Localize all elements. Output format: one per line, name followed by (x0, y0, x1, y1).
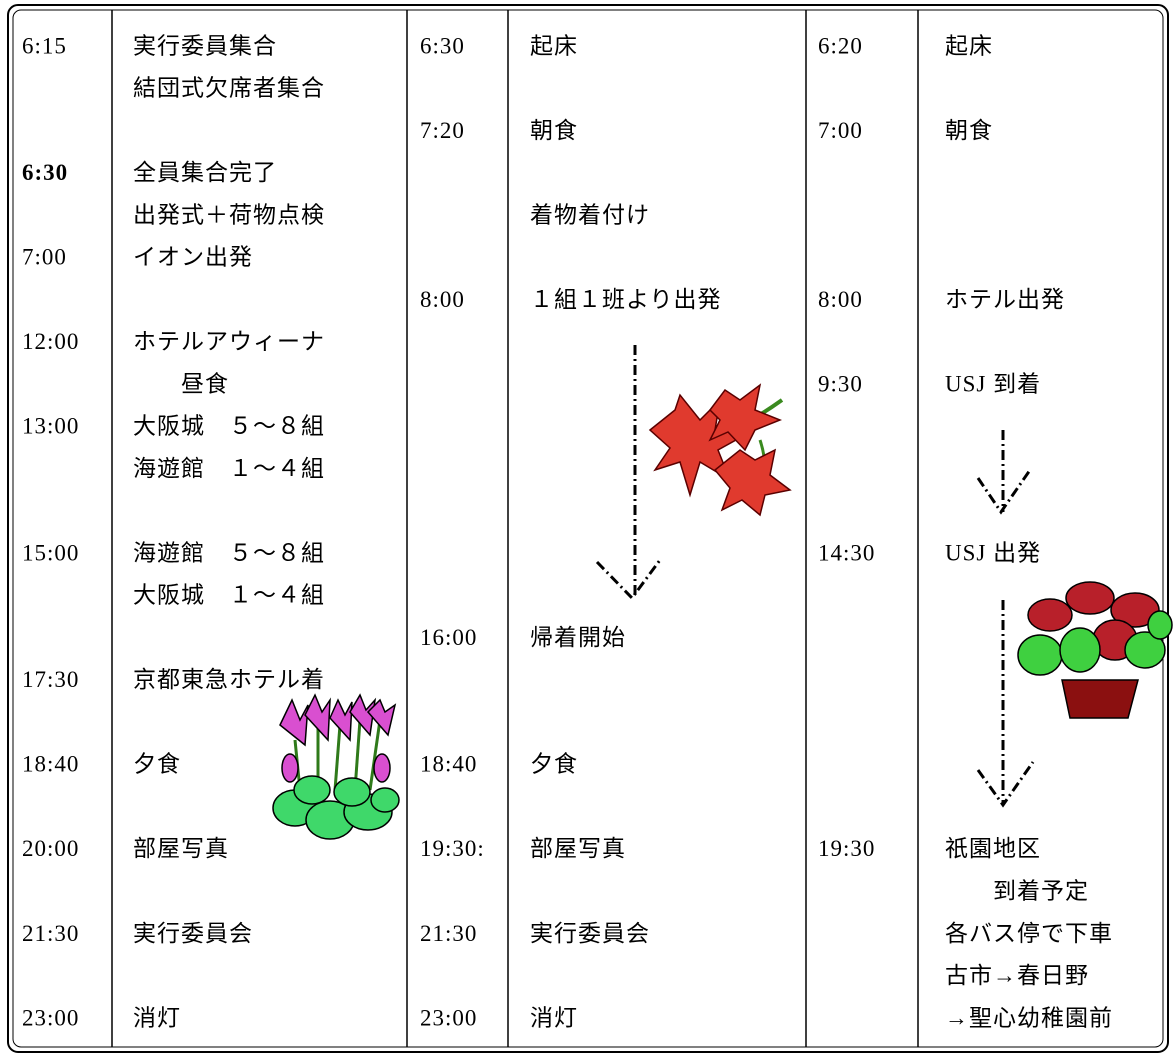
time: 17:30 (22, 667, 79, 692)
time: 23:00 (22, 1005, 79, 1030)
event: 消灯 (530, 1005, 578, 1030)
time: 18:40 (22, 752, 79, 777)
event: 起床 (530, 33, 578, 58)
time: 13:00 (22, 414, 79, 439)
event: 大阪城 １～４組 (133, 583, 325, 608)
table-border (7, 4, 1169, 1053)
time: 16:00 (420, 625, 477, 650)
event: 夕食 (530, 752, 578, 777)
event: １組１班より出発 (530, 287, 722, 312)
event: 実行委員集合 (133, 33, 277, 58)
time: 21:30 (22, 921, 79, 946)
event: 全員集合完了 (133, 160, 277, 185)
time: 23:00 (420, 1005, 477, 1030)
event: 京都東急ホテル着 (133, 667, 325, 692)
event: 消灯 (133, 1005, 181, 1030)
time: 7:00 (22, 245, 67, 270)
maple-illustration (648, 383, 792, 517)
arrows (595, 345, 1035, 808)
time: 7:00 (818, 118, 863, 143)
time: 12:00 (22, 329, 79, 354)
event: ホテルアウィーナ (133, 329, 325, 354)
time: 19:30: (420, 836, 485, 861)
time: 14:30 (818, 540, 875, 565)
event: 海遊館 １～４組 (133, 456, 325, 481)
time: 6:30 (22, 160, 68, 185)
event: USJ 出発 (945, 540, 1041, 565)
event: 実行委員会 (133, 921, 253, 946)
event: 古市→春日野 (945, 963, 1089, 988)
time: 6:30 (420, 33, 465, 58)
time: 21:30 (420, 921, 477, 946)
event: 結団式欠席者集合 (133, 76, 325, 101)
time: 6:15 (22, 33, 67, 58)
event: 帰着開始 (530, 625, 626, 650)
time: 18:40 (420, 752, 477, 777)
event: 祇園地区 (945, 836, 1041, 861)
event: 部屋写真 (530, 836, 626, 861)
event: USJ 到着 (945, 371, 1041, 396)
event: 起床 (945, 33, 993, 58)
time: 7:20 (420, 118, 465, 143)
time: 20:00 (22, 836, 79, 861)
event: 部屋写真 (133, 836, 229, 861)
time: 15:00 (22, 540, 79, 565)
table-border-inner (12, 9, 1164, 1048)
time: 8:00 (420, 287, 465, 312)
event: 朝食 (530, 118, 578, 143)
event: 実行委員会 (530, 921, 650, 946)
event: 着物着付け (530, 202, 650, 227)
potted-plant-illustration (1017, 581, 1173, 719)
event: 海遊館 ５～８組 (133, 540, 325, 565)
event: →聖心幼稚園前 (945, 1005, 1113, 1030)
event: 到着予定 (945, 878, 1089, 903)
cyclamen-illustration (272, 693, 400, 840)
event: 出発式＋荷物点検 (133, 202, 325, 227)
column-lines (111, 10, 919, 1047)
time: 8:00 (818, 287, 863, 312)
event: 大阪城 ５～８組 (133, 414, 325, 439)
event: 朝食 (945, 118, 993, 143)
time: 9:30 (818, 371, 863, 396)
event: 夕食 (133, 752, 181, 777)
event: 各バス停で下車 (945, 921, 1113, 946)
event: イオン出発 (133, 245, 253, 270)
event: 昼食 (133, 371, 229, 396)
time: 6:20 (818, 33, 863, 58)
event: ホテル出発 (945, 287, 1065, 312)
time: 19:30 (818, 836, 875, 861)
